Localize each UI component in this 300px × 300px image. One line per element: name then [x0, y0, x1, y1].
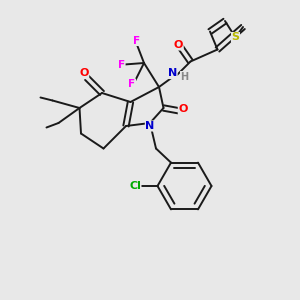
Text: O: O [174, 40, 183, 50]
Text: O: O [178, 104, 188, 115]
Text: F: F [133, 35, 140, 46]
Text: Cl: Cl [129, 181, 141, 191]
Text: F: F [128, 79, 136, 89]
Text: S: S [232, 32, 239, 43]
Text: O: O [79, 68, 89, 79]
Text: F: F [118, 59, 125, 70]
Text: H: H [180, 71, 189, 82]
Text: N: N [146, 121, 154, 131]
Text: N: N [168, 68, 177, 79]
